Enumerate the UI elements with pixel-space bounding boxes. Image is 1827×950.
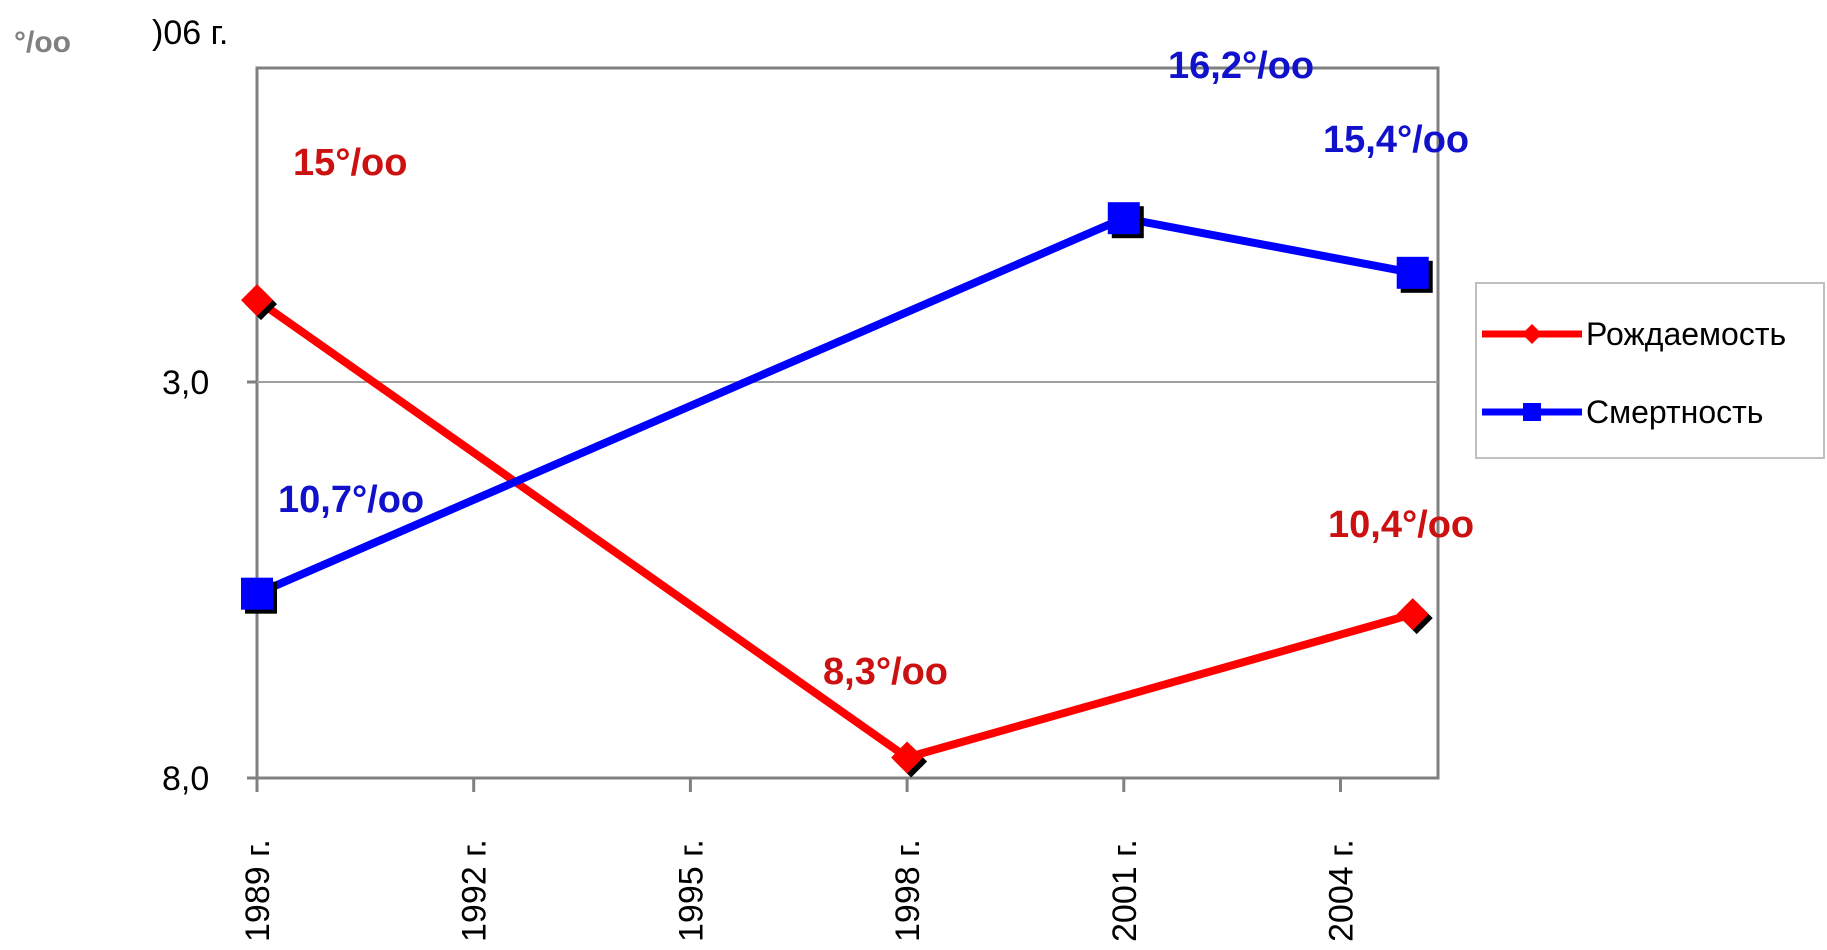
- x-tick-label: 1992 г.: [456, 839, 494, 942]
- legend-marker-diamond: [1522, 324, 1542, 344]
- chart-title-fragment: )06 г.: [152, 14, 228, 52]
- data-label-death-2001: 16,2°/oo: [1168, 45, 1314, 87]
- data-label-birth-1989: 15°/oo: [293, 142, 407, 184]
- data-point-marker: [1396, 598, 1429, 631]
- data-label-death-1989: 10,7°/oo: [278, 479, 424, 521]
- series-layer: [241, 202, 1433, 778]
- data-point-marker: [891, 741, 924, 774]
- y-tick-label-3: 3,0: [162, 364, 209, 402]
- data-point-marker: [241, 577, 273, 610]
- data-point-marker: [1107, 202, 1140, 235]
- data-label-birth-1998: 8,3°/oo: [823, 651, 948, 693]
- x-axis: 1989 г. 1992 г. 1995 г. 1998 г. 2001 г. 2004 …: [239, 778, 1360, 942]
- data-point-marker: [241, 284, 273, 317]
- x-tick-label: 2004 г.: [1322, 839, 1360, 942]
- y-tick-label-8: 8,0: [162, 760, 209, 798]
- legend-marker-square: [1523, 403, 1541, 421]
- x-tick-label: 1995 г.: [672, 839, 710, 942]
- x-tick-label: 1998 г.: [889, 839, 927, 942]
- data-label-death-2005: 15,4°/oo: [1323, 119, 1469, 161]
- legend-label-death: Смертность: [1586, 394, 1763, 430]
- data-label-birth-2005: 10,4°/oo: [1328, 504, 1474, 546]
- x-tick-label: 2001 г.: [1106, 839, 1144, 942]
- y-unit-label: °/oo: [14, 26, 71, 59]
- x-tick-label: 1989 г.: [239, 839, 277, 942]
- data-point-marker: [1396, 256, 1429, 289]
- legend: Рождаемость Смертность: [1475, 282, 1825, 459]
- legend-label-birth: Рождаемость: [1586, 316, 1786, 352]
- legend-box: [1475, 282, 1825, 459]
